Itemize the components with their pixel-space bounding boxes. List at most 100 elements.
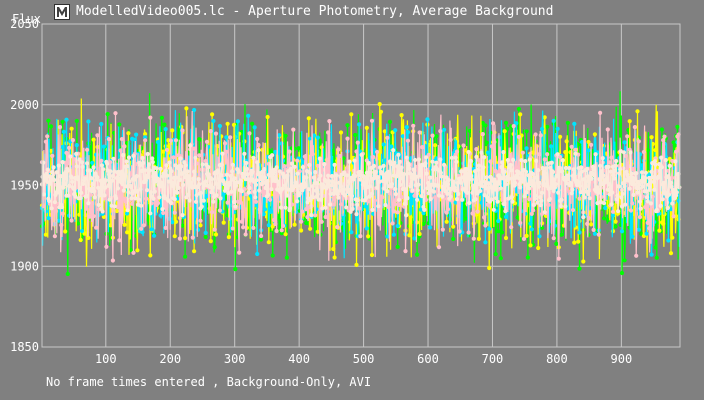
data-point: [458, 180, 463, 185]
x-tick-label: 800: [546, 352, 568, 366]
data-point: [540, 166, 545, 171]
data-point: [527, 157, 532, 162]
data-point: [260, 189, 265, 194]
data-point: [279, 141, 284, 146]
data-point: [399, 165, 404, 170]
lightcurve-app-icon[interactable]: [54, 4, 70, 20]
data-point: [283, 133, 288, 138]
data-point: [540, 190, 545, 195]
data-point: [136, 197, 141, 202]
data-point: [613, 163, 618, 168]
data-point: [582, 195, 587, 200]
data-point: [445, 191, 450, 196]
data-point: [90, 181, 95, 187]
data-point: [189, 180, 194, 185]
data-point: [91, 137, 96, 142]
data-point: [74, 143, 79, 148]
data-point: [641, 149, 647, 155]
data-point: [592, 132, 598, 137]
data-point: [375, 185, 380, 190]
data-point: [395, 210, 400, 215]
data-point: [509, 195, 514, 200]
data-point: [426, 152, 431, 157]
data-point: [144, 196, 149, 201]
data-point: [572, 174, 577, 179]
data-point: [396, 202, 402, 207]
data-point: [146, 162, 152, 167]
data-point: [404, 155, 409, 160]
data-point: [121, 188, 126, 193]
data-point: [573, 151, 578, 156]
data-point: [461, 143, 466, 148]
data-point: [631, 192, 636, 197]
data-point: [377, 179, 382, 184]
data-point: [218, 196, 223, 201]
data-point: [649, 252, 654, 257]
data-point: [143, 138, 148, 143]
data-point: [180, 128, 185, 133]
data-point: [335, 225, 340, 230]
data-point: [421, 221, 426, 226]
data-point: [381, 142, 386, 147]
data-point: [100, 209, 105, 214]
data-point: [494, 170, 500, 175]
data-point: [46, 216, 51, 221]
data-point: [510, 199, 515, 204]
data-point: [43, 232, 49, 237]
data-point: [440, 227, 445, 232]
data-point: [233, 183, 239, 188]
x-tick-label: 900: [611, 352, 633, 366]
data-point: [454, 197, 460, 202]
data-point: [456, 191, 461, 196]
data-point: [367, 194, 372, 199]
data-point: [479, 150, 484, 155]
data-point: [369, 118, 375, 123]
data-point: [313, 188, 318, 193]
data-point: [357, 122, 362, 127]
data-point: [172, 210, 177, 215]
data-point: [282, 183, 288, 188]
data-point: [239, 189, 244, 194]
data-point: [64, 117, 69, 122]
data-point: [119, 137, 124, 142]
data-point: [131, 153, 136, 158]
data-point: [516, 134, 522, 139]
data-point: [417, 231, 422, 237]
data-point: [502, 202, 507, 207]
data-point: [628, 150, 633, 155]
data-point: [168, 138, 173, 143]
data-point: [187, 198, 192, 203]
data-point: [168, 200, 173, 205]
data-point: [636, 186, 641, 191]
data-point: [364, 226, 369, 231]
data-point: [404, 213, 409, 218]
data-point: [369, 252, 375, 258]
data-point: [614, 197, 619, 202]
data-point: [347, 159, 352, 164]
data-point: [531, 172, 536, 177]
data-point: [556, 256, 561, 261]
data-point: [159, 180, 164, 186]
data-point: [99, 121, 104, 127]
data-point: [585, 221, 590, 226]
data-point: [60, 119, 65, 124]
data-point: [170, 128, 175, 133]
plot-frame: [41, 23, 681, 348]
data-point: [171, 155, 176, 160]
data-point: [652, 187, 657, 192]
data-point: [373, 169, 378, 174]
data-point: [489, 175, 494, 180]
data-point: [68, 154, 73, 159]
data-point: [555, 126, 560, 131]
data-point: [310, 184, 315, 189]
data-point: [673, 159, 678, 164]
data-point: [610, 209, 616, 214]
data-point: [389, 144, 394, 149]
data-point: [366, 210, 371, 215]
data-point: [50, 153, 55, 158]
data-point: [406, 162, 411, 168]
data-point: [410, 188, 415, 193]
x-tick-label: 100: [95, 352, 117, 366]
data-point: [581, 259, 586, 264]
data-point: [480, 179, 485, 184]
